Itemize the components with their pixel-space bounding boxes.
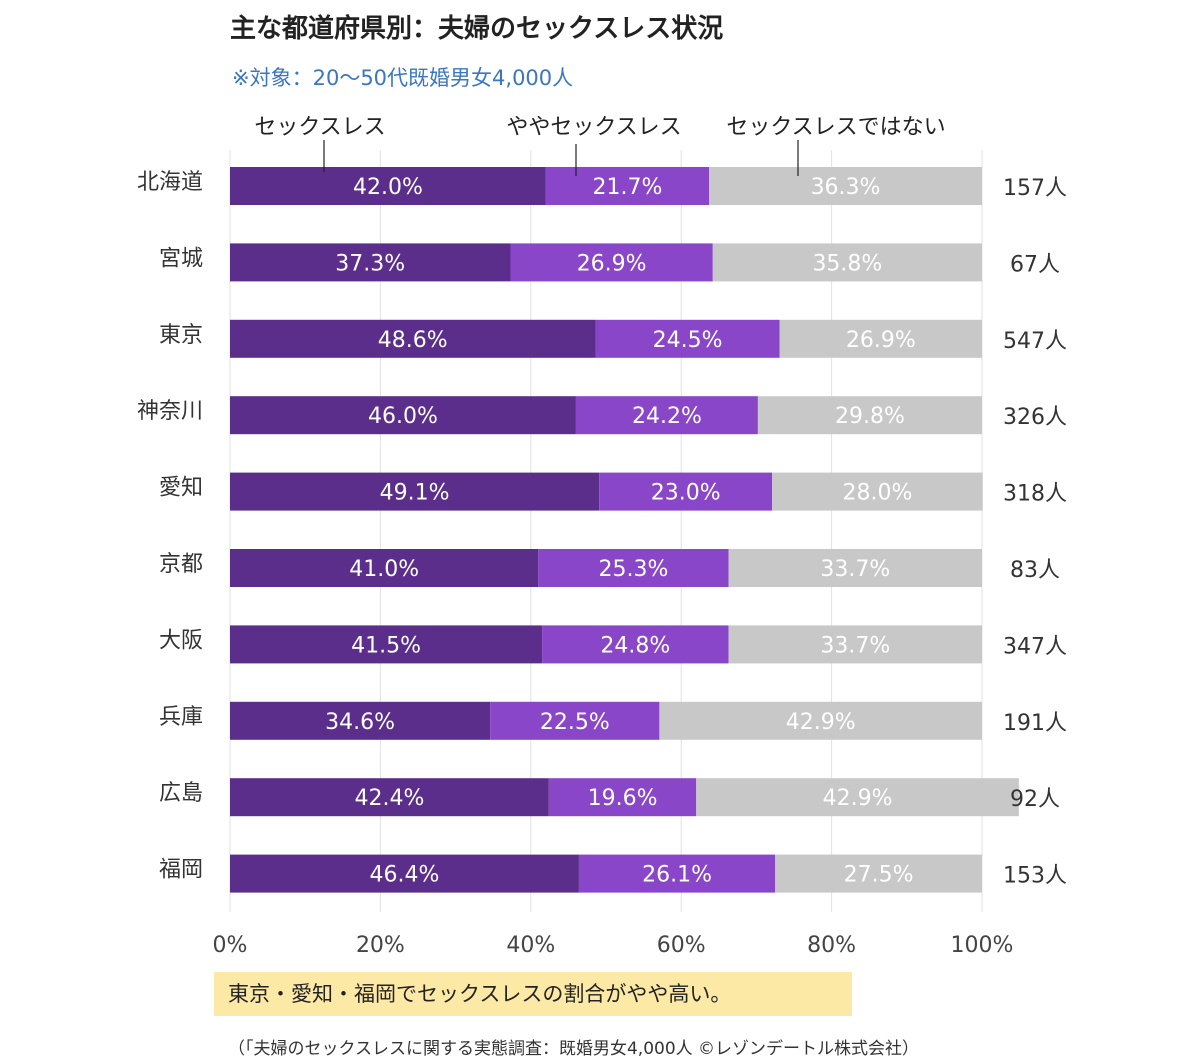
bar-value-label: 42.4% xyxy=(354,786,424,811)
respondent-count: 83人 xyxy=(1010,558,1060,583)
bar-value-label: 26.9% xyxy=(846,328,916,353)
bar-value-label: 24.5% xyxy=(653,328,723,353)
bar-segment xyxy=(230,549,539,587)
bar-segment xyxy=(728,549,982,587)
respondent-count: 326人 xyxy=(1003,405,1067,430)
bar-segment xyxy=(548,778,697,817)
bar-segment xyxy=(728,625,982,664)
bar-value-label: 49.1% xyxy=(380,481,450,506)
x-tick-label: 0% xyxy=(213,933,248,958)
bar-value-label: 33.7% xyxy=(820,633,890,658)
category-label: 福岡 xyxy=(159,858,203,883)
respondent-count: 92人 xyxy=(1010,787,1060,812)
bar-value-label: 26.9% xyxy=(577,251,647,276)
stacked-bar-chart: 42.0% 21.7% 36.3% 北海道 157人 37.3% 26.9% 35.8% 宮城 6… xyxy=(137,115,1067,958)
x-tick-label: 40% xyxy=(506,933,555,958)
bar-segment xyxy=(230,167,546,205)
legend-label: ややセックスレス xyxy=(506,115,681,140)
bar-value-label: 33.7% xyxy=(820,557,890,582)
bar-value-label: 41.5% xyxy=(351,633,421,658)
bar-value-label: 28.0% xyxy=(843,481,913,506)
bar-segment xyxy=(595,319,780,358)
bar-value-label: 35.8% xyxy=(812,251,882,276)
bar-segment xyxy=(696,778,1019,817)
category-label: 京都 xyxy=(159,552,203,577)
bar-segment xyxy=(230,625,543,664)
category-label: 広島 xyxy=(159,781,203,806)
x-tick-label: 60% xyxy=(657,933,706,958)
bar-segment xyxy=(230,778,549,817)
bar-value-label: 37.3% xyxy=(335,251,405,276)
bar-segment xyxy=(575,396,758,435)
respondent-count: 67人 xyxy=(1010,252,1060,277)
category-label: 東京 xyxy=(159,323,203,348)
bar-segment xyxy=(230,854,579,893)
bar-segment xyxy=(490,701,660,740)
bar-segment xyxy=(230,243,511,282)
chart-title: 主な都道府県別：夫婦のセックスレス状況 xyxy=(230,14,724,44)
category-label: 兵庫 xyxy=(159,705,203,730)
summary-note: 東京・愛知・福岡でセックスレスの割合がやや高い。 xyxy=(214,972,852,1016)
bar-segment xyxy=(599,472,773,511)
bar-segment xyxy=(230,701,491,740)
bar-segment xyxy=(709,167,982,205)
bar-value-label: 26.1% xyxy=(642,863,712,888)
bar-value-label: 46.0% xyxy=(368,404,438,429)
bar-value-label: 29.8% xyxy=(835,404,905,429)
bar-segment xyxy=(578,854,776,893)
bar-value-label: 42.9% xyxy=(823,786,893,811)
bar-value-label: 42.0% xyxy=(353,175,423,200)
respondent-count: 547人 xyxy=(1003,329,1067,354)
bar-segment xyxy=(545,167,710,205)
source-credit: （「夫婦のセックスレスに関する実態調査：既婚男女4,000人 ©レゾンデートル株… xyxy=(228,1039,920,1059)
category-label: 北海道 xyxy=(137,170,203,195)
bar-value-label: 24.8% xyxy=(600,633,670,658)
bar-segment xyxy=(775,854,982,893)
bar-value-label: 34.6% xyxy=(325,710,395,735)
respondent-count: 347人 xyxy=(1003,634,1067,659)
bar-value-label: 46.4% xyxy=(370,863,440,888)
bar-value-label: 24.2% xyxy=(632,404,702,429)
bar-segment xyxy=(510,243,713,282)
respondent-count: 157人 xyxy=(1003,176,1067,201)
bar-value-label: 42.9% xyxy=(786,710,856,735)
respondent-count: 318人 xyxy=(1003,482,1067,507)
respondent-count: 191人 xyxy=(1003,711,1067,736)
bar-segment xyxy=(659,701,982,740)
chart-subtitle: ※対象：20～50代既婚男女4,000人 xyxy=(232,66,574,90)
category-label: 神奈川 xyxy=(137,399,203,424)
bar-segment xyxy=(772,472,983,511)
bar-segment xyxy=(712,243,982,282)
bar-segment xyxy=(757,396,982,435)
bar-segment xyxy=(779,319,982,358)
bar-value-label: 19.6% xyxy=(588,786,658,811)
bar-value-label: 27.5% xyxy=(844,863,914,888)
category-label: 大阪 xyxy=(159,628,203,653)
bar-segment xyxy=(538,549,729,587)
bar-value-label: 22.5% xyxy=(540,710,610,735)
bar-value-label: 21.7% xyxy=(592,175,662,200)
x-tick-label: 80% xyxy=(807,933,856,958)
bar-value-label: 25.3% xyxy=(599,557,669,582)
legend-label: セックスレス xyxy=(254,115,385,140)
bar-segment xyxy=(542,625,729,664)
x-tick-label: 100% xyxy=(951,933,1014,958)
legend-label: セックスレスではない xyxy=(726,115,945,140)
bar-value-label: 48.6% xyxy=(378,328,448,353)
bar-segment xyxy=(230,472,600,511)
category-label: 愛知 xyxy=(159,476,203,501)
respondent-count: 153人 xyxy=(1003,864,1067,889)
bar-value-label: 36.3% xyxy=(811,175,881,200)
bar-value-label: 41.0% xyxy=(349,557,419,582)
bar-value-label: 23.0% xyxy=(651,481,721,506)
bar-segment xyxy=(230,319,596,358)
x-tick-label: 20% xyxy=(356,933,405,958)
category-label: 宮城 xyxy=(159,246,203,271)
bar-segment xyxy=(230,396,576,435)
